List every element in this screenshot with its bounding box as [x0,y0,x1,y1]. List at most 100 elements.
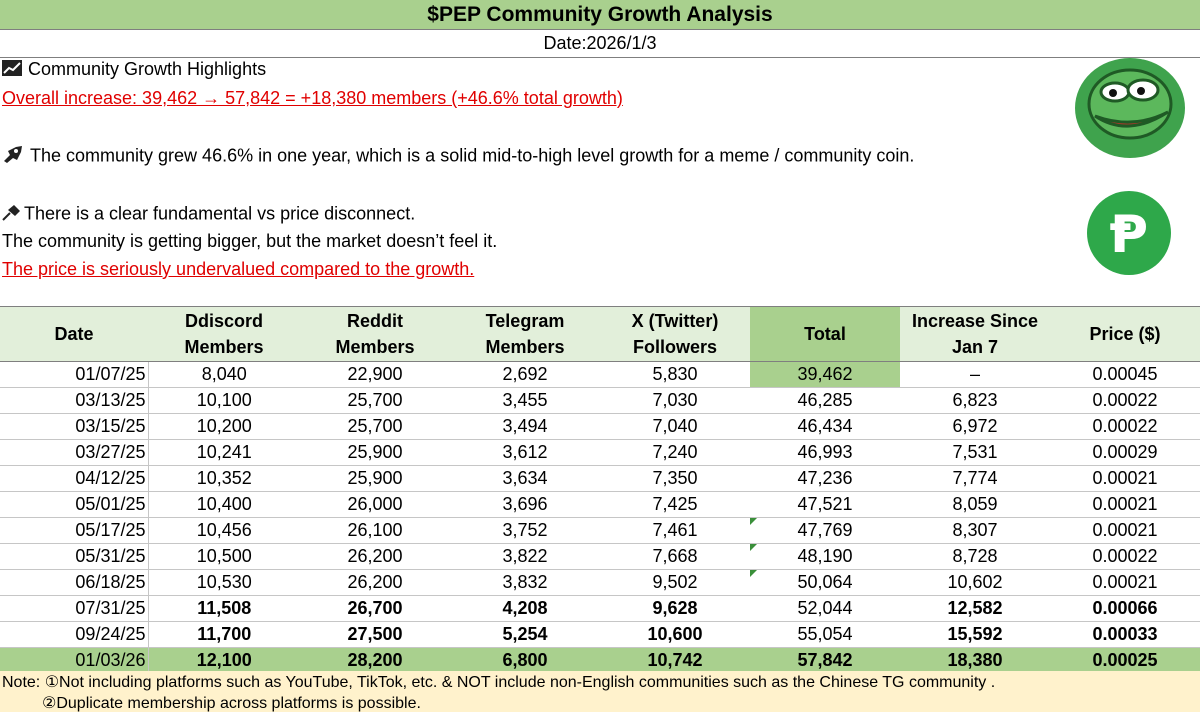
cell-note-marker [750,544,757,551]
cell-x: 7,350 [600,465,750,492]
cell-discord: 8,040 [148,361,300,388]
cell-increase: 12,582 [900,595,1050,622]
cell-increase: 10,602 [900,569,1050,596]
cell-date: 04/12/25 [0,465,149,492]
cell-reddit: 27,500 [300,621,450,648]
cell-date: 03/13/25 [0,387,149,414]
pep-coin-logo: Ᵽ [1086,190,1172,276]
cell-x: 7,030 [600,387,750,414]
cell-total: 55,054 [750,621,900,648]
notes-area [0,671,1200,712]
cell-telegram: 3,696 [450,491,600,518]
cell-increase: 6,972 [900,413,1050,440]
cell-date: 06/18/25 [0,569,149,596]
table-row: 01/03/26 12,100 28,200 6,800 10,742 57,842 18,… [0,647,1200,674]
cell-price: 0.00021 [1050,491,1200,518]
cell-discord: 10,500 [148,543,300,570]
cell-telegram: 3,455 [450,387,600,414]
cell-total: 50,064 [750,569,900,596]
col-price: Price ($) [1050,306,1200,362]
cell-discord: 10,530 [148,569,300,596]
cell-reddit: 22,900 [300,361,450,388]
chart-increasing-icon [2,59,22,81]
col-x: X (Twitter) Followers [600,306,750,362]
cell-date: 01/03/26 [0,647,149,674]
page-title: $PEP Community Growth Analysis [0,0,1200,30]
cell-telegram: 3,822 [450,543,600,570]
cell-discord: 10,241 [148,439,300,466]
cell-x: 7,668 [600,543,750,570]
cell-increase: – [900,361,1050,388]
cell-discord: 12,100 [148,647,300,674]
cell-increase: 7,531 [900,439,1050,466]
cell-total: 39,462 [750,361,900,388]
col-telegram: Telegram Members [450,306,600,362]
cell-date: 05/17/25 [0,517,149,544]
cell-discord: 10,400 [148,491,300,518]
cell-price: 0.00033 [1050,621,1200,648]
growth-note-row: The community grew 46.6% in one year, wh… [2,145,914,168]
table-row: 05/31/25 10,500 26,200 3,822 7,668 48,190 8,72… [0,543,1200,570]
cell-discord: 10,100 [148,387,300,414]
note-line-2: ②Duplicate membership across platforms i… [42,695,421,712]
cell-increase: 8,059 [900,491,1050,518]
cell-increase: 6,823 [900,387,1050,414]
cell-price: 0.00025 [1050,647,1200,674]
cell-x: 7,040 [600,413,750,440]
undervalued-text: The price is seriously undervalued compa… [2,259,475,279]
cell-discord: 10,352 [148,465,300,492]
cell-increase: 15,592 [900,621,1050,648]
col-date: Date [0,306,148,362]
cell-reddit: 26,000 [300,491,450,518]
pushpin-icon [2,203,22,226]
cell-date: 07/31/25 [0,595,149,622]
cell-price: 0.00066 [1050,595,1200,622]
cell-price: 0.00021 [1050,569,1200,596]
cell-increase: 8,307 [900,517,1050,544]
cell-telegram: 6,800 [450,647,600,674]
pepe-frog-logo [1073,56,1187,160]
cell-discord: 10,200 [148,413,300,440]
cell-price: 0.00021 [1050,517,1200,544]
col-increase: Increase Since Jan 7 [900,306,1050,362]
table-row: 05/17/25 10,456 26,100 3,752 7,461 47,769 8,30… [0,517,1200,544]
cell-telegram: 3,612 [450,439,600,466]
cell-telegram: 3,634 [450,465,600,492]
cell-telegram: 3,494 [450,413,600,440]
cell-x: 5,830 [600,361,750,388]
cell-reddit: 25,900 [300,439,450,466]
cell-reddit: 26,100 [300,517,450,544]
highlights-heading: Community Growth Highlights [28,59,267,79]
cell-total: 46,993 [750,439,900,466]
pep-coin-letter: Ᵽ [1110,205,1148,265]
table-row: 05/01/25 10,400 26,000 3,696 7,425 47,521 8,05… [0,491,1200,518]
cell-telegram: 4,208 [450,595,600,622]
cell-discord: 11,700 [148,621,300,648]
cell-x: 9,628 [600,595,750,622]
cell-total: 47,769 [750,517,900,544]
cell-total: 57,842 [750,647,900,674]
cell-discord: 11,508 [148,595,300,622]
table-row: 04/12/25 10,352 25,900 3,634 7,350 47,236 7,77… [0,465,1200,492]
cell-reddit: 26,200 [300,569,450,596]
growth-table: Date Ddiscord Members Reddit Members Teleg… [0,306,1200,674]
col-reddit: Reddit Members [300,306,450,362]
cell-price: 0.00029 [1050,439,1200,466]
cell-price: 0.00022 [1050,387,1200,414]
cell-x: 10,600 [600,621,750,648]
cell-total: 52,044 [750,595,900,622]
bigger-text: The community is getting bigger, but the… [2,231,498,251]
highlights-heading-row: Community Growth Highlights [2,59,266,81]
table-row: 09/24/25 11,700 27,500 5,254 10,600 55,054 15,… [0,621,1200,648]
col-discord: Ddiscord Members [148,306,300,362]
cell-reddit: 26,700 [300,595,450,622]
cell-increase: 8,728 [900,543,1050,570]
cell-date: 05/31/25 [0,543,149,570]
cell-price: 0.00022 [1050,543,1200,570]
rocket-icon [2,145,24,168]
table-row: 03/15/25 10,200 25,700 3,494 7,040 46,434 6,97… [0,413,1200,440]
cell-increase: 18,380 [900,647,1050,674]
cell-x: 10,742 [600,647,750,674]
cell-total: 48,190 [750,543,900,570]
cell-discord: 10,456 [148,517,300,544]
